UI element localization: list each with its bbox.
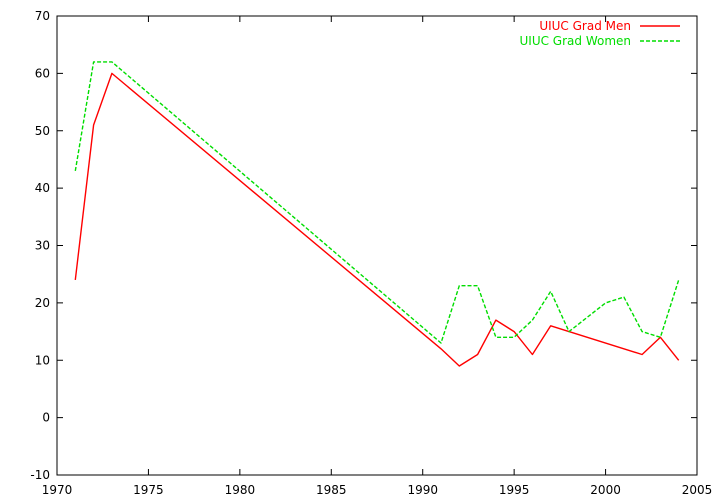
y-tick-label: 40 <box>35 181 50 195</box>
y-tick-label: 60 <box>35 66 50 80</box>
axis-tick-labels: 1970 1975 1980 1985 1990 1995 2000 2005 -10 0 10 20… <box>30 9 712 497</box>
x-tick-label: 2005 <box>682 483 713 497</box>
series-line-1 <box>74 61 680 344</box>
x-tick-label: 1995 <box>499 483 530 497</box>
plot-frame <box>56 15 698 476</box>
x-tick-label: 2000 <box>590 483 621 497</box>
series-line-0 <box>74 72 680 367</box>
x-tick-label: 1985 <box>316 483 347 497</box>
y-tick-label: 20 <box>35 296 50 310</box>
y-tick-label: 70 <box>35 9 50 23</box>
y-tick-label: 10 <box>35 353 50 367</box>
y-tick-label: 30 <box>35 239 50 253</box>
y-tick-label: 50 <box>35 124 50 138</box>
legend-label-1: UIUC Grad Women <box>520 34 632 48</box>
legend-label-0: UIUC Grad Men <box>539 19 631 33</box>
series-lines <box>74 61 680 367</box>
x-tick-label: 1970 <box>42 483 73 497</box>
axis-ticks <box>56 15 698 476</box>
x-tick-label: 1990 <box>407 483 438 497</box>
y-tick-label: -10 <box>30 468 50 482</box>
y-tick-label: 0 <box>42 411 50 425</box>
x-tick-label: 1975 <box>133 483 164 497</box>
x-tick-label: 1980 <box>225 483 256 497</box>
